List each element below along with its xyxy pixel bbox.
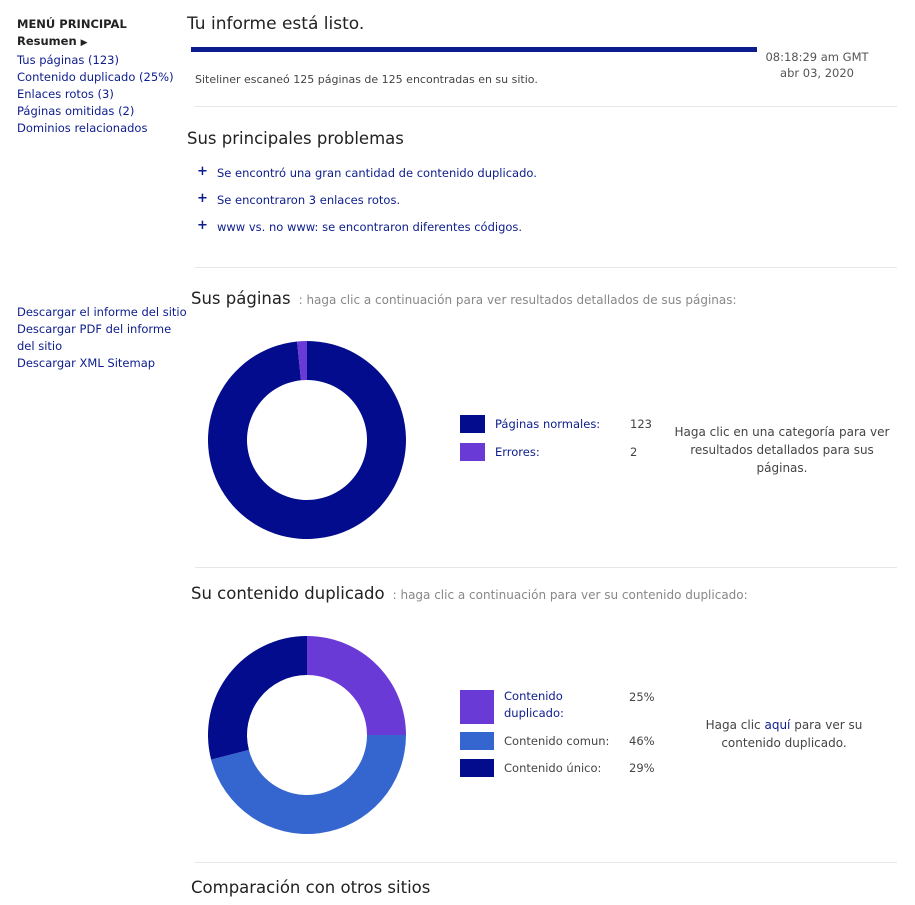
plus-icon: +: [197, 191, 208, 206]
legend-swatch: [460, 759, 494, 777]
download-site-report-link[interactable]: Descargar el informe del sitio: [17, 305, 187, 319]
problems-list: + Se encontró una gran cantidad de conten…: [197, 165, 537, 246]
duplicate-donut-chart[interactable]: [207, 635, 407, 835]
sidebar-item-pages[interactable]: Tus páginas (123): [17, 53, 119, 67]
sidebar: MENÚ PRINCIPAL Resumen ▶ Tus páginas (123…: [17, 16, 187, 370]
cta-text-after: para ver su contenido duplicado.: [721, 718, 863, 750]
duplicate-section-title: Su contenido duplicado : haga clic a cont…: [191, 584, 748, 603]
pages-legend: Páginas normales: 123 Errores: 2: [460, 415, 660, 475]
legend-item-common-content[interactable]: Contenido comun: 46%: [460, 732, 655, 750]
legend-item-duplicate-content[interactable]: Contenido duplicado: 25%: [460, 689, 655, 724]
pages-cta-text: Haga clic en una categoría para ver resu…: [674, 425, 890, 475]
problem-link[interactable]: www vs. no www: se encontraron diferente…: [217, 220, 523, 234]
problems-title: Sus principales problemas: [187, 129, 404, 148]
list-item[interactable]: + Se encontró una gran cantidad de conten…: [197, 165, 537, 192]
comparison-title: Comparación con otros sitios: [191, 878, 431, 897]
divider: [195, 267, 897, 268]
sidebar-item-related-domains[interactable]: Dominios relacionados: [17, 121, 148, 135]
duplicate-hint: : haga clic a continuación para ver su c…: [392, 588, 748, 602]
legend-swatch: [460, 443, 485, 461]
duplicate-cta-text: Haga clic aquí para ver su contenido dup…: [689, 716, 879, 752]
legend-label[interactable]: Contenido único:: [504, 761, 602, 775]
menu-title: MENÚ PRINCIPAL: [17, 17, 127, 31]
list-item[interactable]: + Se encontraron 3 enlaces rotos.: [197, 192, 537, 219]
sidebar-item-summary[interactable]: Resumen ▶: [17, 33, 187, 52]
legend-swatch: [460, 690, 494, 724]
legend-value: 123: [630, 417, 652, 431]
sidebar-item-broken-links[interactable]: Enlaces rotos (3): [17, 87, 114, 101]
divider: [195, 862, 897, 863]
problem-link[interactable]: Se encontraron 3 enlaces rotos.: [217, 193, 401, 207]
duplicate-legend: Contenido duplicado: 25% Contenido comun…: [460, 689, 660, 780]
plus-icon: +: [197, 164, 208, 179]
legend-item-normal-pages[interactable]: Páginas normales: 123: [460, 415, 652, 433]
page-title: Tu informe está listo.: [187, 14, 365, 34]
cta-text-before: Haga clic: [705, 718, 765, 732]
download-pdf-report-link[interactable]: Descargar PDF del informe del sitio: [17, 322, 172, 353]
sidebar-item-skipped-pages[interactable]: Páginas omitidas (2): [17, 104, 135, 118]
download-xml-sitemap-link[interactable]: Descargar XML Sitemap: [17, 356, 156, 370]
scan-summary: Siteliner escaneó 125 páginas de 125 enc…: [195, 73, 538, 86]
duplicate-slice-1[interactable]: [211, 735, 406, 834]
pages-donut-chart[interactable]: [207, 340, 407, 540]
duplicate-title: Su contenido duplicado: [191, 584, 385, 603]
list-item[interactable]: + www vs. no www: se encontraron diferent…: [197, 219, 537, 246]
legend-label[interactable]: Páginas normales:: [495, 417, 601, 431]
legend-label[interactable]: Contenido duplicado:: [504, 689, 564, 720]
sidebar-item-label: Resumen: [17, 34, 77, 48]
legend-item-errors[interactable]: Errores: 2: [460, 443, 637, 461]
legend-label[interactable]: Contenido comun:: [504, 734, 610, 748]
report-time: 08:18:29 am GMT: [765, 50, 869, 64]
duplicate-here-link[interactable]: aquí: [764, 718, 791, 732]
pages-slice-1[interactable]: [297, 341, 307, 381]
caret-right-icon: ▶: [80, 38, 88, 48]
divider: [195, 567, 897, 568]
duplicate-slice-0[interactable]: [307, 636, 406, 735]
report-date: abr 03, 2020: [780, 66, 854, 80]
plus-icon: +: [197, 218, 208, 233]
pages-slice-0[interactable]: [208, 341, 406, 539]
pages-hint: : haga clic a continuación para ver resu…: [298, 293, 737, 307]
pages-section-title: Sus páginas : haga clic a continuación pa…: [191, 289, 737, 308]
scan-progress-bar: [191, 47, 757, 52]
legend-swatch: [460, 732, 494, 750]
legend-value: 29%: [629, 761, 655, 775]
duplicate-slice-2[interactable]: [208, 636, 307, 760]
problem-link[interactable]: Se encontró una gran cantidad de conteni…: [217, 166, 537, 180]
legend-value: 25%: [629, 690, 655, 704]
legend-item-unique-content[interactable]: Contenido único: 29%: [460, 759, 655, 777]
report-timestamp: 08:18:29 am GMT abr 03, 2020: [747, 49, 887, 81]
sidebar-item-duplicate-content[interactable]: Contenido duplicado (25%): [17, 70, 174, 84]
legend-value: 2: [630, 445, 638, 459]
pages-title: Sus páginas: [191, 289, 291, 308]
downloads-section: Descargar el informe del sitio Descargar…: [17, 304, 187, 372]
legend-label[interactable]: Errores:: [495, 445, 540, 459]
legend-swatch: [460, 415, 485, 433]
divider: [195, 106, 897, 107]
legend-value: 46%: [629, 734, 655, 748]
